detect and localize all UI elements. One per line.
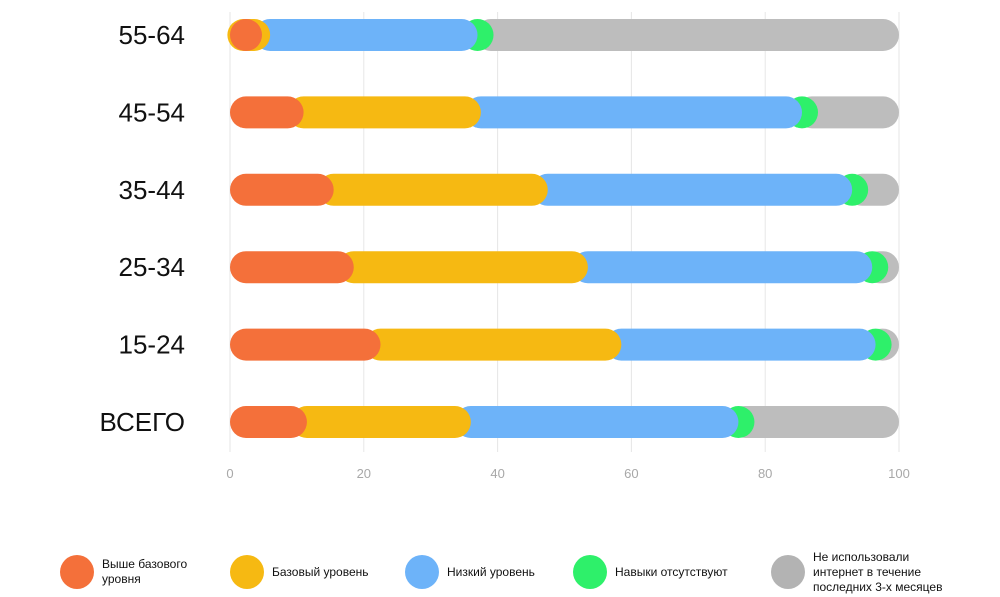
legend-label: Низкий уровень (447, 565, 535, 580)
x-tick-label-60: 60 (624, 466, 638, 481)
legend-swatch (405, 555, 439, 589)
x-tick-label-40: 40 (490, 466, 504, 481)
legend-swatch (230, 555, 264, 589)
x-tick-label-0: 0 (226, 466, 233, 481)
legend-label-line: уровня (102, 572, 141, 586)
x-tick-label-80: 80 (758, 466, 772, 481)
legend-label-line: интернет в течение (813, 564, 922, 579)
bar-segment-25-34-2 (337, 251, 588, 284)
bars (227, 19, 899, 438)
bar-segment-ВСЕГО-3 (454, 406, 739, 438)
legend-item-2: Базовый уровень (230, 555, 369, 589)
bar-row-ВСЕГО (230, 406, 899, 438)
category-label: 15-24 (119, 330, 186, 360)
stacked-bar-chart: 55-64 45-54 35-44 25-34 15-24 ВСЕГО 0 20 40 60 80… (100, 12, 910, 481)
x-axis-ticks: 0 20 40 60 80 100 (226, 466, 909, 481)
bar-segment-ВСЕГО-1 (230, 406, 307, 438)
legend-item-1: Выше базового уровня (60, 555, 187, 589)
legend: Выше базового уровня Базовый уровень Низкий… (0, 540, 1000, 597)
x-tick-label-20: 20 (357, 466, 371, 481)
legend-label-line: Не использовали (813, 549, 910, 564)
legend-label: Не использовали интернет в течение последн… (813, 550, 942, 595)
category-labels: 55-64 45-54 35-44 25-34 15-24 ВСЕГО (100, 20, 185, 437)
bar-segment-35-44-3 (531, 173, 853, 206)
legend-label-line: Низкий уровень (447, 564, 535, 579)
legend-swatch (573, 555, 607, 589)
bar-segment-55-64-1 (230, 19, 262, 51)
bar-segment-15-24-2 (364, 328, 622, 361)
bar-row-15-24 (230, 328, 899, 361)
category-label: 35-44 (119, 175, 186, 205)
legend-label-line: Базовый уровень (272, 564, 369, 579)
category-label: 25-34 (119, 252, 186, 282)
legend-label-line: Навыки отсутствуют (615, 564, 728, 579)
bar-row-25-34 (230, 251, 899, 284)
category-label: 45-54 (119, 97, 186, 127)
bar-segment-45-54-3 (464, 96, 802, 129)
bar-segment-15-24-3 (605, 328, 876, 361)
bar-segment-ВСЕГО-5 (729, 406, 899, 438)
bar-segment-15-24-1 (230, 328, 381, 361)
legend-item-5: Не использовали интернет в течение последн… (771, 550, 942, 595)
bar-segment-ВСЕГО-2 (290, 406, 471, 438)
bar-segment-55-64-5 (474, 19, 899, 51)
bar-row-55-64 (227, 19, 899, 51)
grid-lines (229, 12, 900, 452)
bar-segment-35-44-2 (317, 173, 548, 206)
category-label: 55-64 (119, 20, 186, 50)
bar-segment-45-54-1 (230, 96, 304, 129)
bar-row-35-44 (230, 173, 899, 206)
legend-item-3: Низкий уровень (405, 555, 535, 589)
legend-label: Навыки отсутствуют (615, 565, 728, 580)
bar-segment-55-64-3 (254, 19, 478, 51)
legend-swatch (771, 555, 805, 589)
bar-row-45-54 (230, 96, 899, 129)
bar-segment-35-44-1 (230, 173, 334, 206)
legend-label: Базовый уровень (272, 565, 369, 580)
legend-label-line: последних 3-х месяцев (813, 579, 943, 594)
legend-label-line: Выше базового (102, 557, 188, 571)
bar-segment-25-34-3 (571, 251, 873, 284)
legend-label: Выше базового уровня (102, 557, 187, 587)
x-tick-label-100: 100 (888, 466, 910, 481)
category-label: ВСЕГО (100, 407, 185, 437)
legend-item-4: Навыки отсутствуют (573, 555, 728, 589)
legend-swatch (60, 555, 94, 589)
bar-segment-45-54-5 (796, 96, 899, 129)
bar-segment-45-54-2 (287, 96, 481, 129)
bar-segment-25-34-1 (230, 251, 354, 284)
